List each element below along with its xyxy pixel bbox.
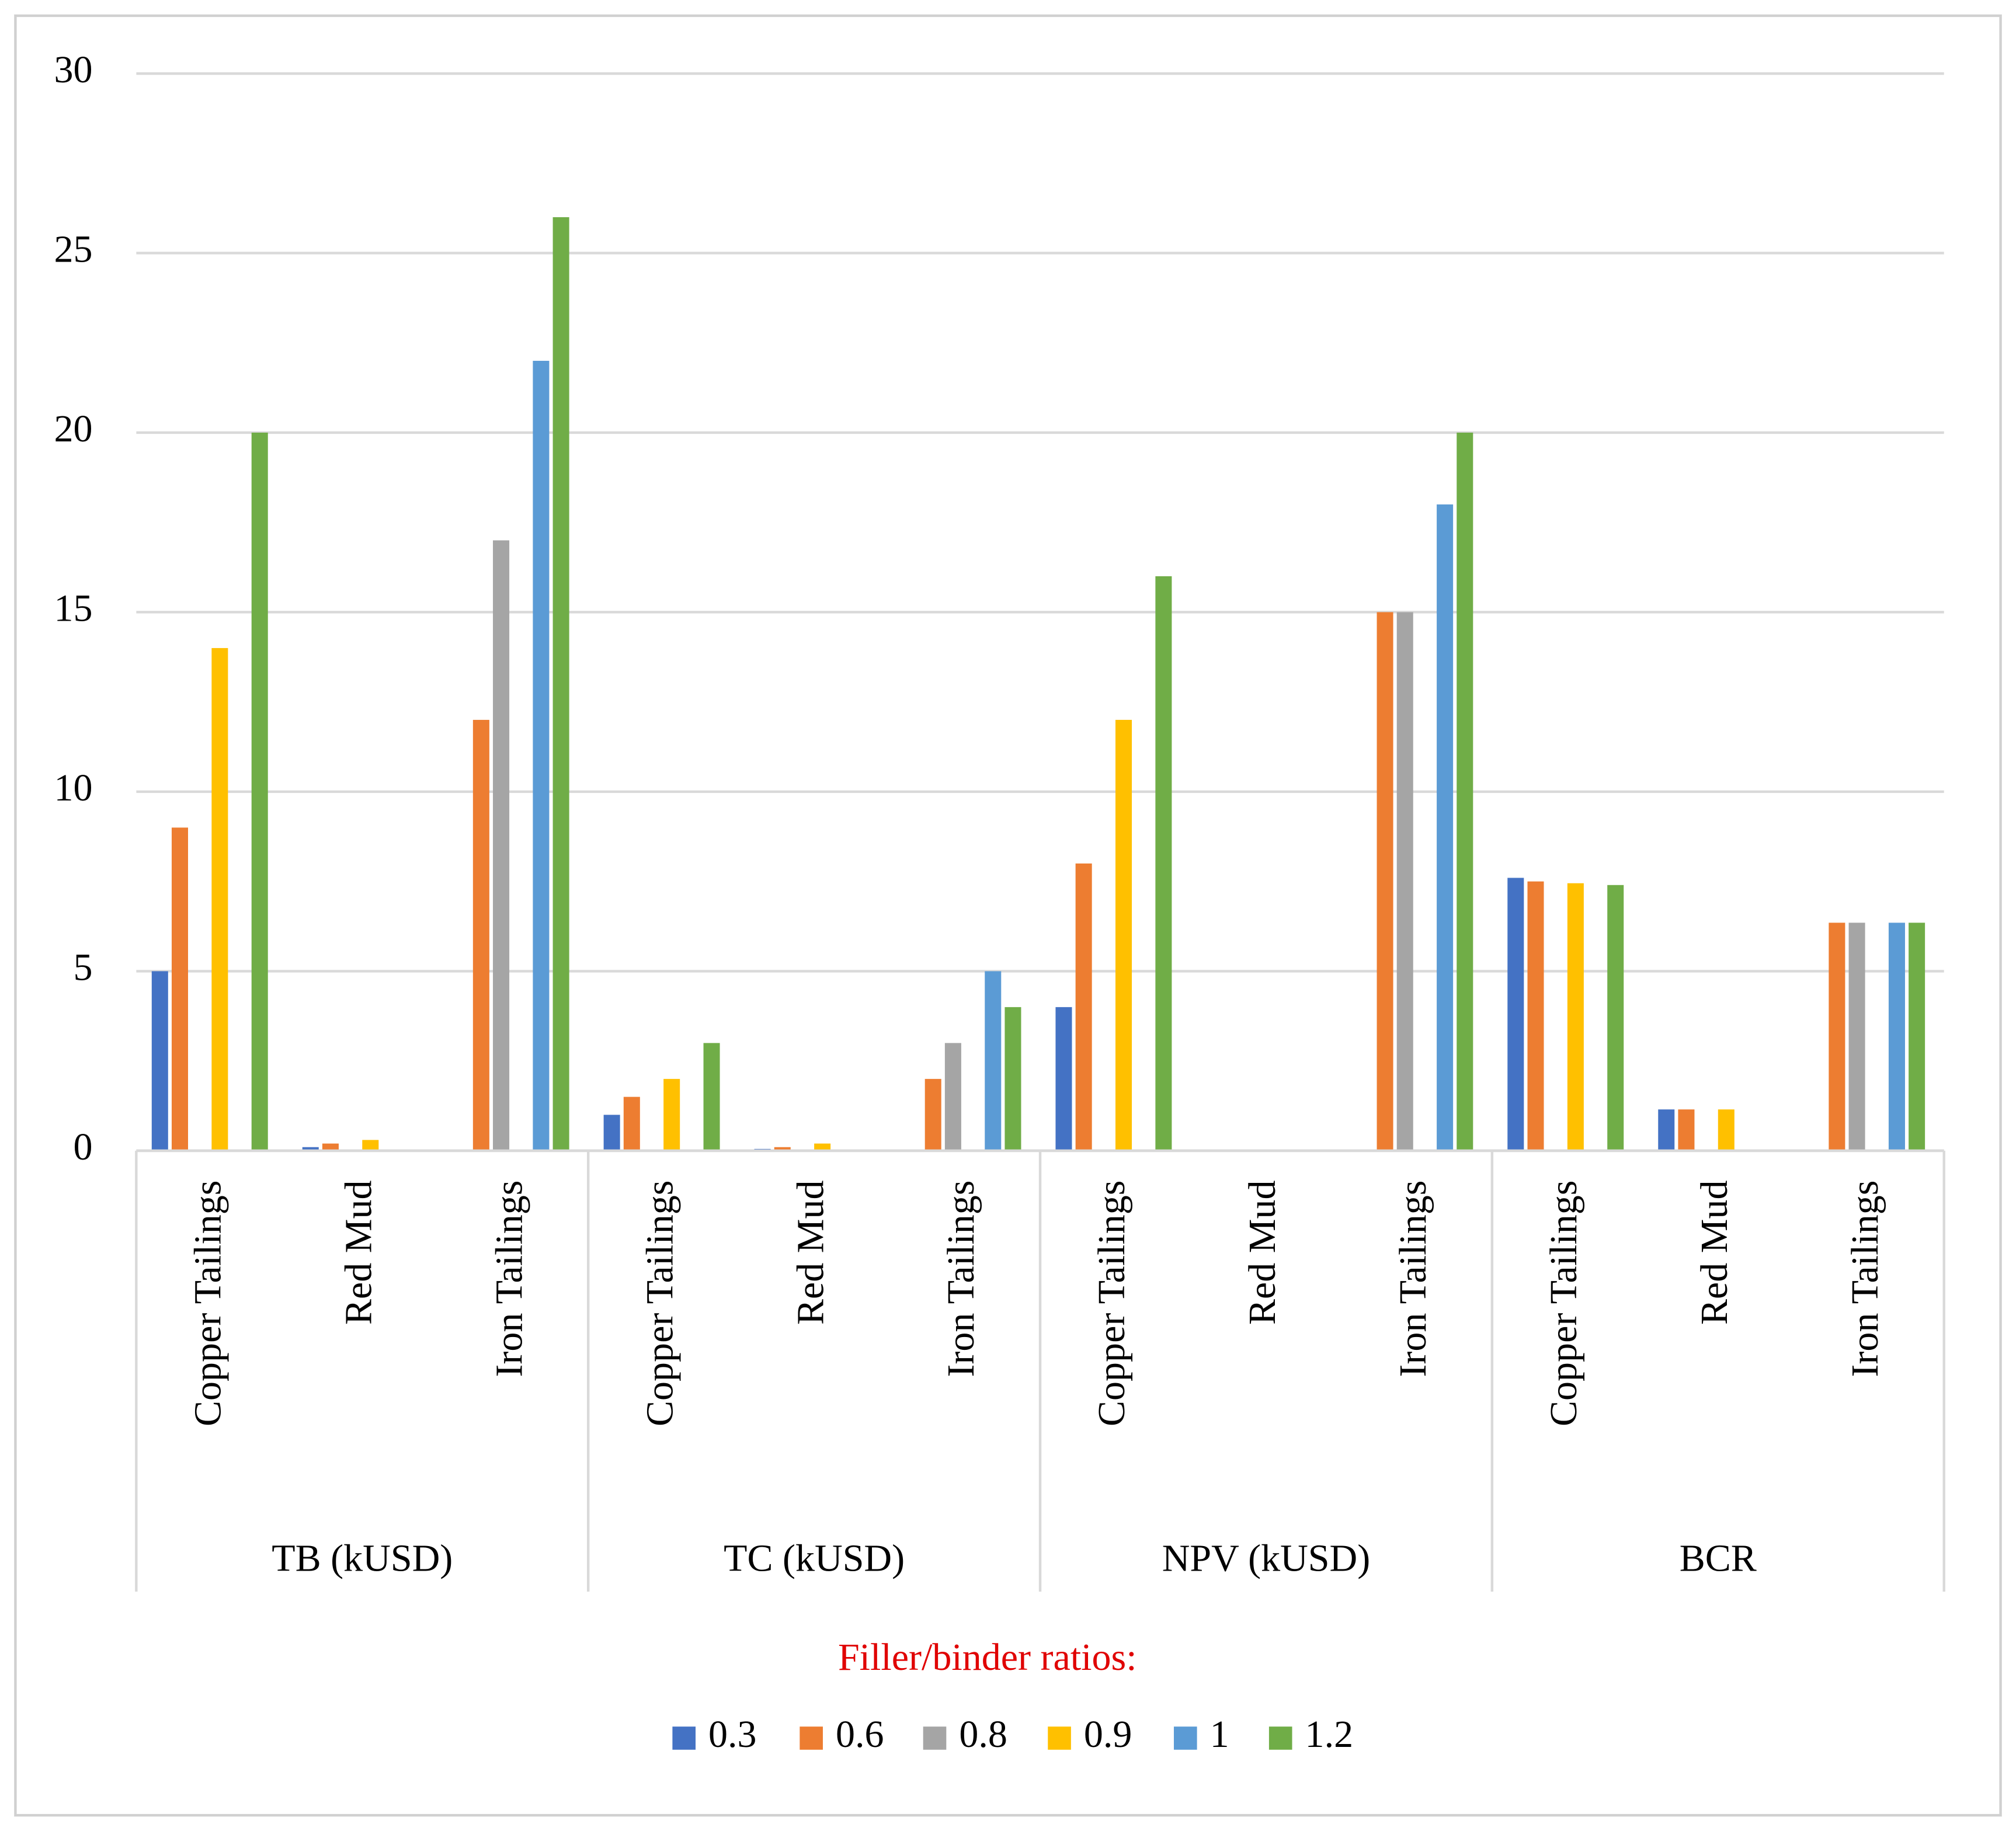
group-label: TB (kUSD) (272, 1537, 453, 1580)
bar (1115, 719, 1132, 1151)
legend-label: 1 (1210, 1713, 1229, 1756)
legend-label: 1.2 (1305, 1713, 1354, 1756)
bar (1507, 878, 1524, 1151)
bar (1155, 576, 1172, 1151)
bar (1658, 1109, 1675, 1151)
bar (603, 1115, 620, 1151)
bar (1437, 504, 1454, 1151)
x-tick-label: Iron Tailings (488, 1181, 530, 1377)
y-tick-label: 20 (54, 408, 92, 450)
bar (552, 217, 569, 1151)
x-tick-label: Iron Tailings (1844, 1181, 1886, 1377)
bar (493, 540, 510, 1151)
bar (774, 1147, 791, 1151)
bar (171, 827, 188, 1151)
y-tick-label: 0 (73, 1126, 92, 1168)
bar (302, 1147, 319, 1151)
y-tick-label: 10 (54, 767, 92, 809)
bar (251, 432, 268, 1151)
bar (924, 1078, 941, 1151)
x-tick-label: Red Mud (789, 1181, 832, 1325)
bar (1909, 923, 1925, 1151)
group-label: NPV (kUSD) (1162, 1537, 1370, 1580)
x-tick-label: Copper Tailings (638, 1181, 681, 1427)
bar (151, 971, 168, 1151)
bar (1075, 863, 1092, 1151)
bar (814, 1143, 831, 1151)
legend-swatch (1048, 1726, 1071, 1750)
legend-swatch (800, 1726, 823, 1750)
bar (703, 1043, 720, 1151)
legend-label: 0.6 (836, 1713, 884, 1756)
bar (472, 719, 489, 1151)
y-tick-label: 15 (54, 587, 92, 630)
bar (1607, 885, 1624, 1151)
legend-swatch (1173, 1726, 1197, 1750)
x-tick-label: Copper Tailings (1090, 1181, 1133, 1427)
bar (1055, 1007, 1072, 1151)
legend-label: 0.9 (1084, 1713, 1132, 1756)
x-tick-label: Iron Tailings (1392, 1181, 1434, 1377)
bar (1718, 1109, 1735, 1151)
x-tick-label: Red Mud (1241, 1181, 1284, 1325)
bar (1457, 432, 1473, 1151)
x-tick-label: Iron Tailings (940, 1181, 982, 1377)
bar (985, 971, 1002, 1151)
x-tick-label: Copper Tailings (186, 1181, 229, 1427)
bar (1377, 612, 1393, 1151)
y-tick-label: 5 (73, 946, 92, 989)
bar (1567, 883, 1584, 1151)
legend-label: 0.8 (959, 1713, 1007, 1756)
y-tick-label: 25 (54, 228, 92, 271)
x-tick-label: Red Mud (337, 1181, 380, 1325)
bar (623, 1096, 640, 1151)
bar (211, 648, 228, 1151)
legend-label: 0.3 (708, 1713, 757, 1756)
legend-swatch (923, 1726, 947, 1750)
y-tick-label: 30 (54, 48, 92, 91)
legend-swatch (1268, 1726, 1292, 1750)
chart-border (14, 14, 2002, 1817)
bar (663, 1078, 680, 1151)
bar (533, 360, 550, 1151)
bar (944, 1043, 961, 1151)
x-tick-label: Red Mud (1693, 1181, 1736, 1325)
bar (1678, 1109, 1695, 1151)
bar (1888, 923, 1905, 1151)
bar (1396, 612, 1413, 1151)
legend-swatch (672, 1726, 696, 1750)
bar (362, 1140, 379, 1151)
bar (1829, 923, 1845, 1151)
bar (1527, 881, 1544, 1151)
group-label: TC (kUSD) (724, 1537, 905, 1580)
group-label: BCR (1680, 1537, 1757, 1580)
bar (322, 1143, 339, 1151)
bar (1848, 923, 1865, 1151)
legend-title: Filler/binder ratios: (838, 1636, 1137, 1679)
bar (1004, 1007, 1021, 1151)
x-tick-label: Copper Tailings (1542, 1181, 1585, 1427)
